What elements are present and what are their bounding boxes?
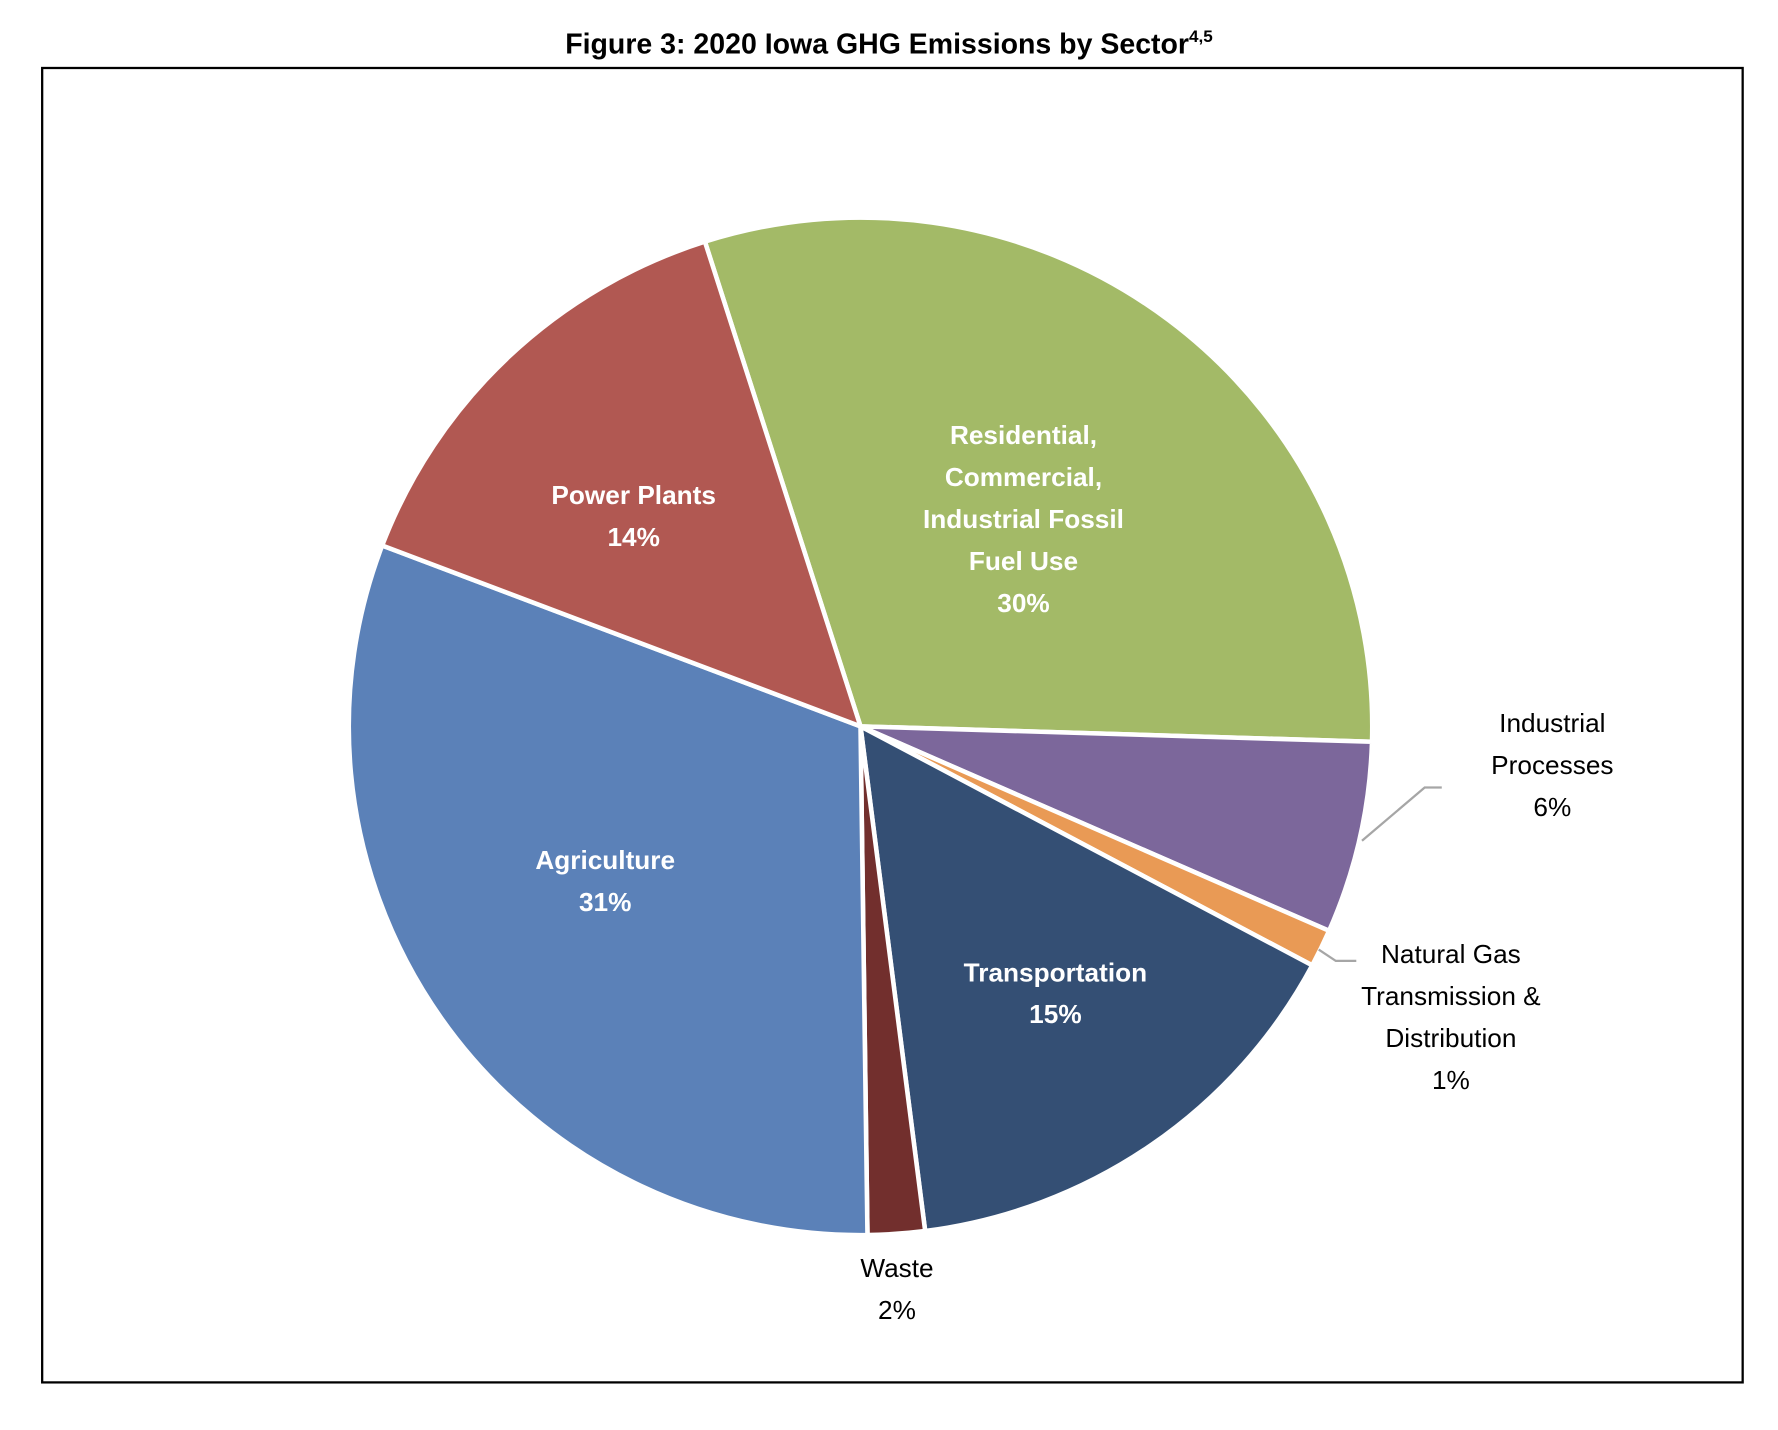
- leader-line: [1361, 786, 1442, 842]
- pie-labels: Residential, Commercial, Industrial Fossil…: [535, 420, 1613, 1325]
- data-label: Agriculture 31%: [535, 845, 675, 917]
- data-label: Industrial Processes 6%: [1491, 708, 1613, 822]
- data-label: Power Plants 14%: [551, 480, 716, 552]
- pie-slice-residential-commercial-industrial-fossil-fuel-use: [702, 215, 1375, 745]
- data-label: Waste 2%: [860, 1253, 933, 1325]
- leader-line: [1318, 948, 1357, 963]
- pie-slice-transportation: [857, 722, 1316, 1234]
- pie-slice-agriculture: [346, 542, 870, 1238]
- pie-slices: [346, 215, 1375, 1238]
- pie-slice-power-plants: [379, 238, 865, 731]
- data-label: Natural Gas Transmission & Distribution 1%: [1361, 939, 1541, 1095]
- data-label: Residential, Commercial, Industrial Fossil…: [923, 420, 1124, 618]
- chart-frame: [41, 66, 1744, 1384]
- pie-slice-industrial-processes: [859, 724, 1375, 934]
- chart-title: Figure 3: 2020 Iowa GHG Emissions by Sec…: [565, 27, 1213, 60]
- data-label: Transportation 15%: [964, 957, 1147, 1029]
